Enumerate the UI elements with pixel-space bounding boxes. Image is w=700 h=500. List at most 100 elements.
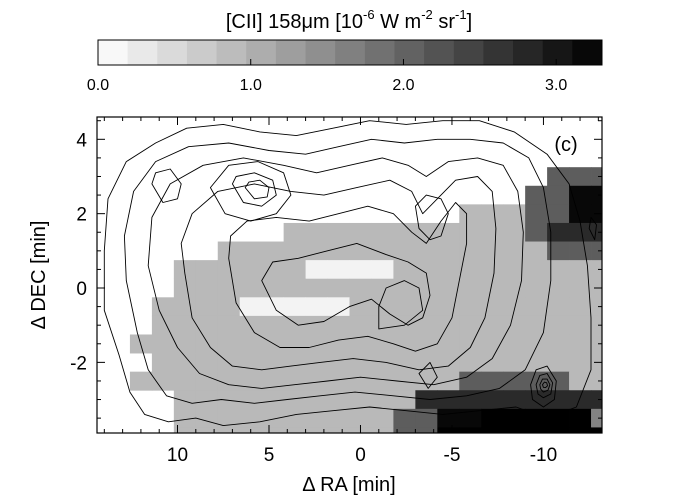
map-pixel	[261, 315, 285, 335]
map-pixel	[371, 278, 394, 298]
map-pixel	[196, 465, 218, 484]
map-pixel	[657, 260, 679, 279]
map-pixel	[613, 204, 635, 223]
map-pixel	[591, 427, 602, 433]
map-pixel	[679, 279, 700, 298]
map-pixel	[613, 390, 635, 409]
map-pixel	[459, 408, 482, 428]
map-pixel	[613, 242, 635, 261]
map-pixel	[459, 204, 482, 224]
map-pixel	[503, 353, 526, 373]
map-pixel	[613, 297, 635, 316]
map-pixel	[239, 260, 263, 280]
map-pixel	[679, 353, 700, 372]
map-pixel	[393, 353, 416, 373]
map-pixel	[635, 223, 657, 242]
map-pixel	[613, 372, 635, 391]
map-pixel	[349, 222, 372, 242]
map-pixel	[218, 483, 240, 500]
map-pixel	[613, 353, 635, 372]
map-pixel	[371, 390, 394, 410]
map-pixel	[547, 334, 570, 354]
map-pixel	[437, 353, 460, 373]
map-pixel	[459, 390, 482, 410]
colorbar-step	[453, 40, 484, 65]
map-pixel	[459, 297, 482, 317]
map-pixel	[195, 427, 219, 433]
map-pixel	[393, 390, 416, 410]
map-pixel	[547, 427, 570, 433]
map-pixel	[437, 278, 460, 298]
map-pixel	[327, 297, 350, 317]
map-pixel	[437, 222, 460, 242]
map-pixel	[591, 260, 602, 280]
map-pixel	[173, 278, 197, 298]
map-pixel	[635, 279, 657, 298]
map-pixel	[173, 334, 197, 354]
map-pixel	[393, 260, 416, 280]
map-pixel	[415, 446, 437, 465]
map-pixel	[525, 408, 548, 428]
map-pixel	[371, 371, 394, 391]
map-pixel	[195, 390, 219, 410]
map-pixel	[195, 297, 219, 317]
map-pixel	[481, 427, 504, 433]
map-pixel	[283, 390, 306, 410]
map-pixel	[262, 465, 284, 484]
map-pixel	[305, 260, 328, 280]
map-pixel	[679, 167, 700, 186]
y-axis-title: Δ DEC [min]	[28, 221, 50, 330]
map-pixel	[613, 279, 635, 298]
map-pixel	[393, 408, 416, 428]
contour-line	[180, 176, 497, 371]
map-pixel	[283, 260, 306, 280]
map-pixel	[327, 241, 350, 261]
map-pixel	[525, 222, 548, 242]
map-pixel	[371, 297, 394, 317]
map-pixel	[261, 427, 285, 433]
contour-line	[535, 373, 554, 399]
map-pixel	[547, 278, 570, 298]
colorbar-step	[246, 40, 277, 65]
map-pixel	[437, 334, 460, 354]
map-pixel	[437, 315, 460, 335]
contour-line	[539, 378, 551, 393]
map-pixel	[217, 408, 241, 428]
map-pixel	[679, 242, 700, 261]
map-pixel	[437, 390, 460, 410]
map-pixel	[503, 371, 526, 391]
map-pixel	[393, 297, 416, 317]
map-pixel	[261, 241, 285, 261]
map-pixel	[415, 222, 438, 242]
map-pixel	[239, 278, 263, 298]
map-pixel	[459, 353, 482, 373]
map-pixel	[415, 334, 438, 354]
map-pixel	[591, 371, 602, 391]
map-pixel	[569, 260, 592, 280]
y-tick-label: 0	[76, 279, 87, 300]
map-pixel	[283, 241, 306, 261]
map-pixel	[459, 315, 482, 335]
map-pixel	[459, 222, 482, 242]
map-pixel	[283, 371, 306, 391]
map-pixel	[349, 260, 372, 280]
map-pixel	[217, 315, 241, 335]
map-pixel	[239, 371, 263, 391]
colorbar-step	[364, 40, 395, 65]
map-pixel	[173, 315, 197, 335]
map-pixel	[349, 315, 372, 335]
map-pixel	[283, 297, 306, 317]
map-pixel	[547, 204, 570, 224]
contour-line	[530, 365, 557, 408]
map-pixel	[569, 241, 592, 261]
map-pixel	[349, 408, 372, 428]
colorbar-step	[127, 40, 158, 65]
map-pixel	[327, 390, 350, 410]
map-pixel	[525, 260, 548, 280]
map-pixel	[635, 204, 657, 223]
map-pixel	[173, 371, 197, 391]
map-pixel	[591, 241, 602, 261]
map-pixel	[481, 297, 504, 317]
map-pixel	[306, 446, 328, 465]
map-pixel	[613, 223, 635, 242]
